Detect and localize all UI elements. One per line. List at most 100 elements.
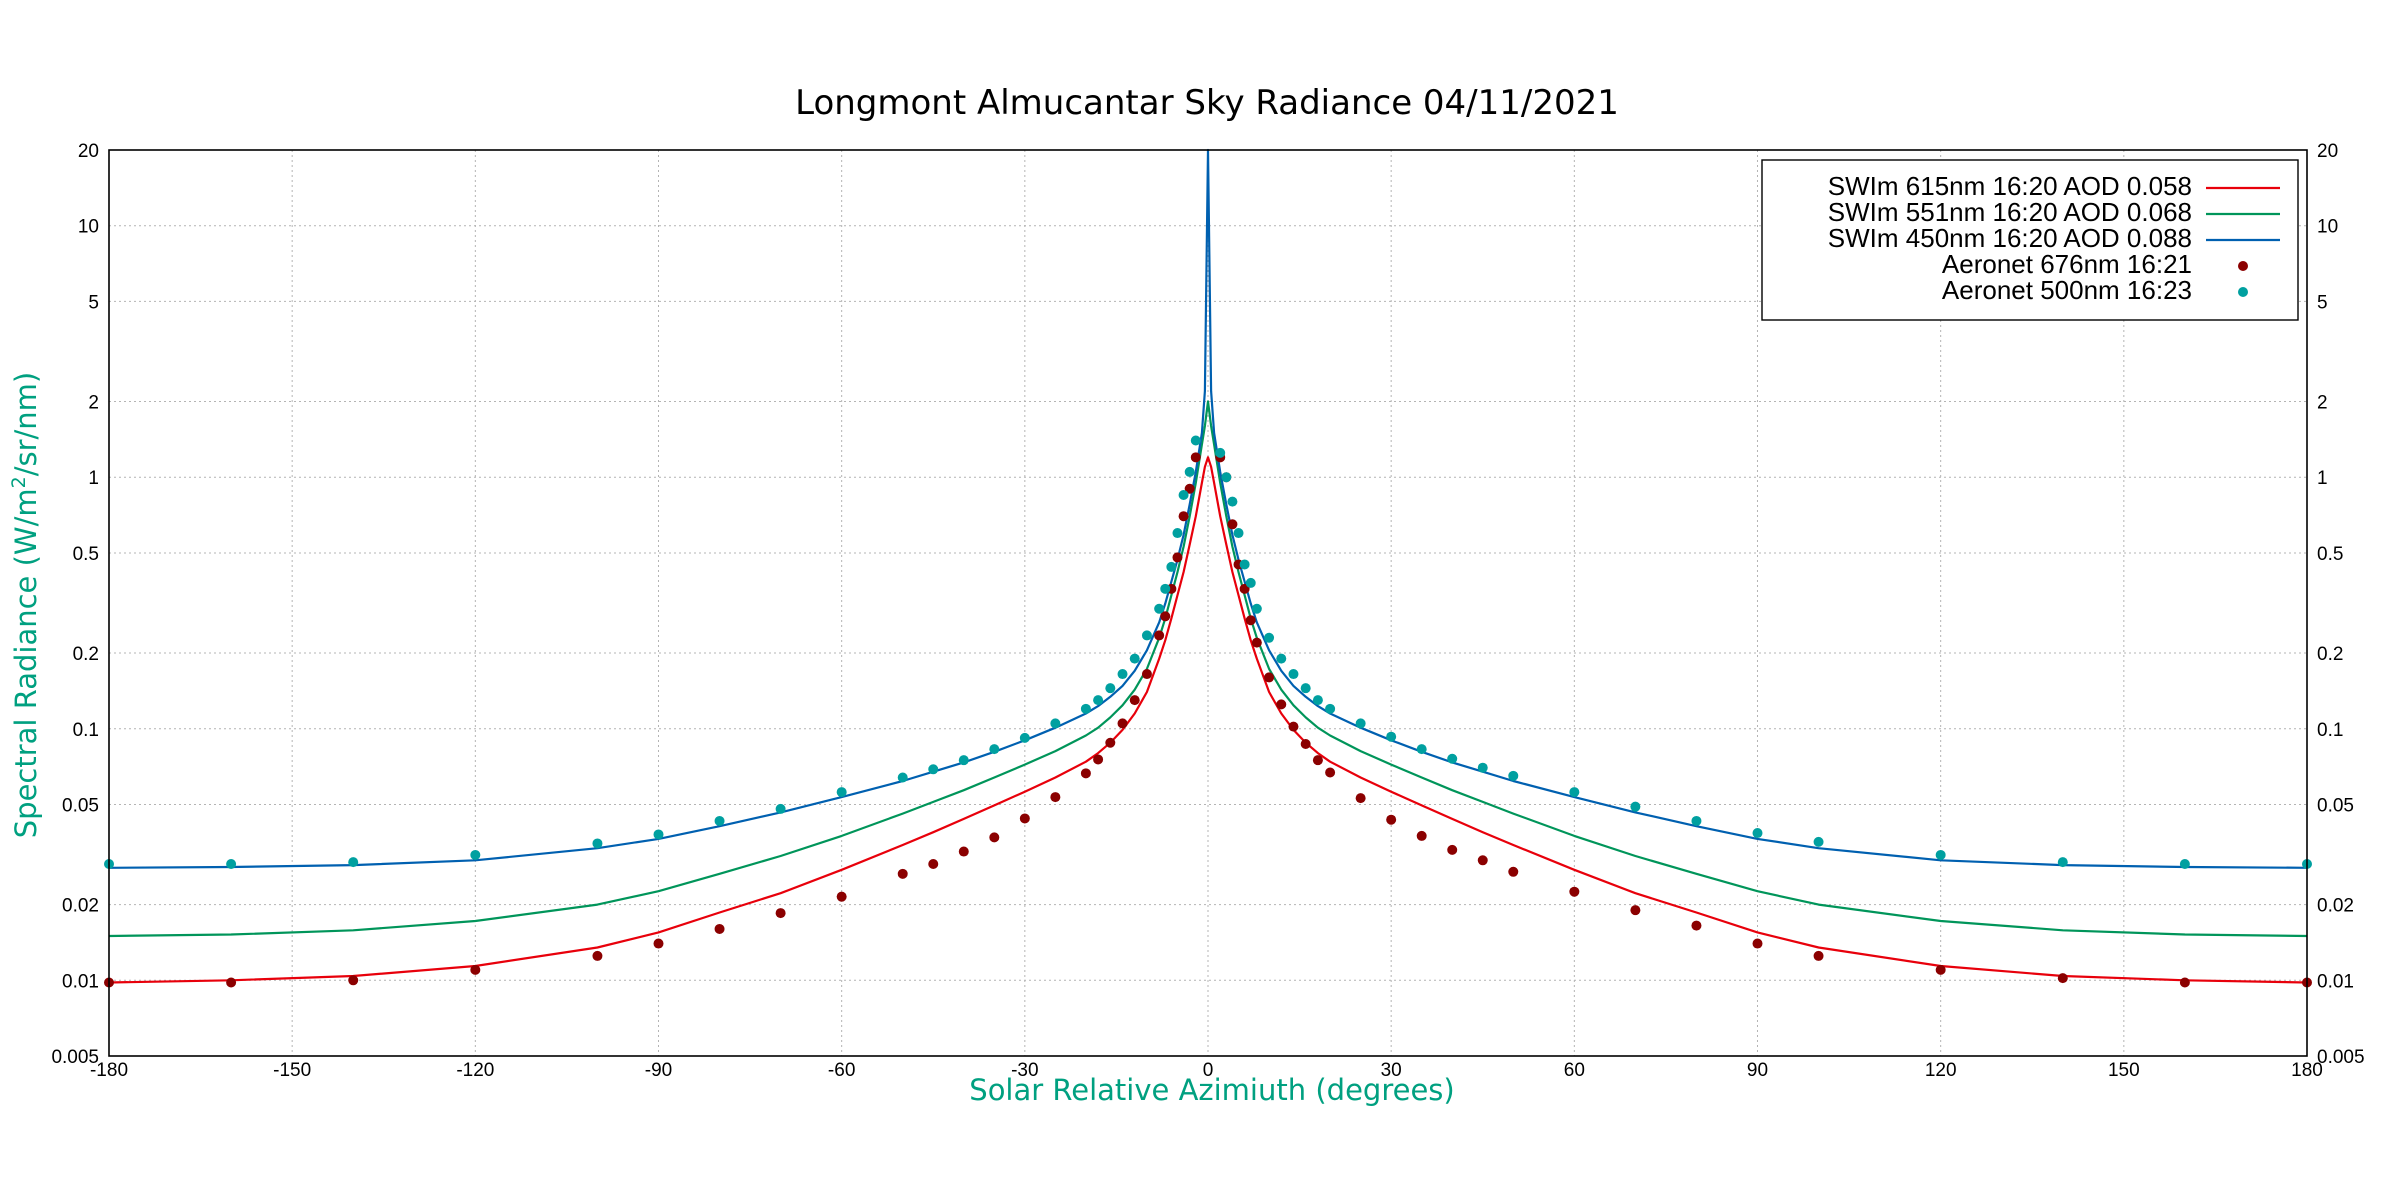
y-tick-label-right: 0.2 (2317, 644, 2343, 665)
scatter-point (1160, 583, 1171, 594)
y-tick-label-left: 0.5 (73, 544, 99, 565)
scatter-point (1300, 738, 1311, 749)
scatter-point (1447, 753, 1458, 764)
scatter-point (836, 891, 847, 902)
scatter-point (1117, 718, 1128, 729)
scatter-point (1233, 528, 1244, 539)
scatter-point (1386, 731, 1397, 742)
scatter-point (470, 849, 481, 860)
y-tick-label-left: 20 (78, 141, 99, 162)
scatter-point (226, 977, 237, 988)
scatter-point (1386, 814, 1397, 825)
scatter-point (1569, 886, 1580, 897)
legend-marker-swatch (2238, 287, 2248, 297)
y-tick-label-right: 0.1 (2317, 720, 2343, 741)
x-tick-label: -120 (456, 1060, 494, 1081)
y-tick-label-right: 0.005 (2317, 1047, 2365, 1068)
scatter-point (1264, 672, 1275, 683)
scatter-point (989, 744, 1000, 755)
scatter-point (1477, 762, 1488, 773)
scatter-point (2057, 857, 2068, 868)
scatter-point (1691, 920, 1702, 931)
scatter-point (1117, 669, 1128, 680)
scatter-point (836, 787, 847, 798)
scatter-point (1752, 828, 1763, 839)
scatter-point (775, 803, 786, 814)
y-tick-label-left: 0.01 (62, 971, 99, 992)
scatter-point (928, 764, 939, 775)
scatter-point (1251, 603, 1262, 614)
y-tick-label-left: 0.1 (73, 720, 99, 741)
y-tick-label-left: 5 (88, 292, 99, 313)
scatter-point (1569, 787, 1580, 798)
y-tick-label-left: 1 (88, 468, 99, 489)
scatter-point (775, 908, 786, 919)
x-tick-label: 120 (1925, 1060, 1957, 1081)
x-tick-label: 30 (1381, 1060, 1402, 1081)
scatter-point (1154, 603, 1165, 614)
x-tick-label: -150 (273, 1060, 311, 1081)
scatter-point (1172, 552, 1183, 563)
scatter-point (897, 772, 908, 783)
x-tick-label: 150 (2108, 1060, 2140, 1081)
scatter-point (1019, 732, 1030, 743)
y-tick-label-right: 0.01 (2317, 971, 2354, 992)
legend-label: SWIm 551nm 16:20 AOD 0.068 (1828, 197, 2192, 227)
y-tick-label-left: 0.05 (62, 795, 99, 816)
x-tick-labels: -180 -150 -120 -90 -60 -30 0 30 60 90 120 150 180 (90, 1060, 2323, 1081)
y-tick-label-right: 0.05 (2317, 795, 2354, 816)
scatter-point (348, 857, 359, 868)
legend-label: SWIm 615nm 16:20 AOD 0.058 (1828, 171, 2192, 201)
scatter-point (989, 832, 1000, 843)
scatter-points (104, 435, 2312, 988)
scatter-point (1093, 695, 1104, 706)
scatter-point (1141, 669, 1152, 680)
plot-area-frame (108, 149, 2308, 1057)
scatter-point (1129, 695, 1140, 706)
scatter-point (1160, 611, 1171, 622)
y-tick-labels: 0.005 0.005 0.01 0.01 0.02 0.02 0.05 0.05 0.1 0.1… (51, 141, 2364, 1068)
scatter-point (1630, 905, 1641, 916)
scatter-point (1447, 844, 1458, 855)
scatter-point (653, 829, 664, 840)
scatter-point (714, 815, 725, 826)
scatter-point (1178, 511, 1189, 522)
scatter-point (226, 858, 237, 869)
legend-label: Aeronet 500nm 16:23 (1942, 275, 2192, 305)
x-tick-label: -30 (1011, 1060, 1038, 1081)
scatter-point (2057, 973, 2068, 984)
x-tick-label: -180 (90, 1060, 128, 1081)
scatter-point (1416, 830, 1427, 841)
x-tick-label: 90 (1747, 1060, 1768, 1081)
scatter-point (1508, 866, 1519, 877)
x-tick-label: 60 (1564, 1060, 1585, 1081)
scatter-point (2179, 977, 2190, 988)
scatter-point (1935, 849, 1946, 860)
scatter-point (1245, 615, 1256, 626)
scatter-point (1752, 938, 1763, 949)
scatter-point (653, 938, 664, 949)
scatter-point (1184, 466, 1195, 477)
y-axis-label-main: Spectral Radiance (W/m (9, 488, 43, 838)
scatter-point (1325, 703, 1336, 714)
legend-label: Aeronet 676nm 16:21 (1942, 249, 2192, 279)
scatter-point (1508, 770, 1519, 781)
x-tick-label: -90 (645, 1060, 672, 1081)
scatter-point (958, 846, 969, 857)
scatter-point (1630, 801, 1641, 812)
scatter-point (1325, 767, 1336, 778)
scatter-point (592, 950, 603, 961)
scatter-point (1178, 489, 1189, 500)
scatter-point (1416, 744, 1427, 755)
scatter-point (1312, 755, 1323, 766)
scatter-point (1080, 768, 1091, 779)
scatter-point (897, 868, 908, 879)
scatter-point (1300, 683, 1311, 694)
scatter-point (714, 923, 725, 934)
scatter-point (1239, 559, 1250, 570)
x-axis-label: Solar Relative Azimiuth (degrees) (969, 1073, 1454, 1107)
scatter-point (1105, 737, 1116, 748)
scatter-point (1813, 950, 1824, 961)
